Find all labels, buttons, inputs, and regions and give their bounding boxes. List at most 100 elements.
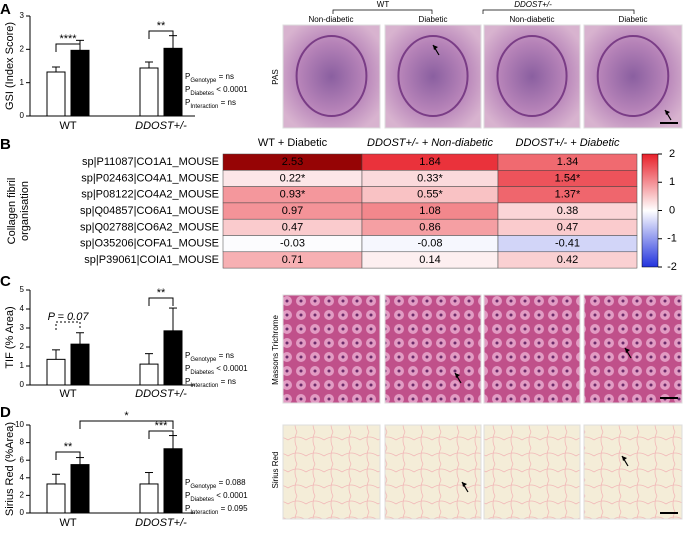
stat-part: Interaction (190, 104, 218, 110)
stat-part: P (185, 364, 190, 373)
arrowhead (455, 373, 460, 378)
cell-label: 0.42 (557, 254, 578, 266)
y-tick-label: 1 (20, 78, 25, 87)
arrowhead (462, 482, 467, 487)
cell-label: 1.84 (419, 156, 440, 168)
bar (46, 483, 66, 514)
stat-part: Diabetes (190, 370, 214, 376)
stain-label: PAS (271, 69, 280, 84)
column-label: DDOST+/- + Diabetic (516, 137, 620, 149)
significance-label: * (124, 410, 129, 422)
stat-part: Interaction (190, 510, 218, 516)
cell-label: 1.37* (555, 189, 581, 201)
significance-bracket (148, 30, 174, 39)
micrograph (282, 424, 381, 520)
stat-line: PDiabetes < 0.0001 (185, 85, 248, 96)
stat-part: Interaction (190, 383, 218, 389)
colorbar-label: 2 (669, 148, 675, 160)
column-label: DDOST+/- + Non-diabetic (367, 137, 493, 149)
heatmap-cell (497, 251, 638, 269)
stat-line: PGenotype = ns (185, 351, 234, 362)
arrowhead (433, 45, 438, 50)
panel-letter: C (0, 273, 11, 290)
y-tick-label: 0 (20, 111, 25, 120)
y-axis-label: GSI (Index Score) (4, 22, 16, 110)
row-label: sp|P08122|CO4A2_MOUSE (81, 189, 219, 201)
row-label: sp|Q02788|CO6A2_MOUSE (80, 221, 219, 233)
y-axis-label: organisation (19, 181, 31, 241)
row-label: sp|P02463|CO4A1_MOUSE (81, 172, 219, 184)
significance-bracket (148, 430, 174, 439)
cell-label: 0.38 (557, 205, 578, 217)
colorbar (641, 153, 659, 268)
colorbar-label: 0 (669, 204, 675, 216)
micrograph (282, 294, 381, 404)
significance-bracket (55, 321, 81, 330)
cell-label: 0.97 (282, 205, 303, 217)
stat-part: = ns (216, 72, 234, 81)
micrograph (583, 294, 683, 404)
colorbar-label: -2 (667, 261, 677, 273)
stat-part: Diabetes (190, 497, 214, 503)
y-tick-label: 3 (20, 323, 25, 332)
micrograph (483, 424, 581, 520)
stat-part: P (185, 491, 190, 500)
stat-part: P (185, 478, 190, 487)
cell-label: 0.55* (417, 189, 443, 201)
stat-line: PInteraction = ns (185, 98, 236, 109)
arrowhead (665, 110, 670, 115)
genotype-header: DDOST+/- (514, 0, 552, 9)
bar (139, 483, 159, 514)
stat-part: P (185, 85, 190, 94)
stat-part: = 0.095 (218, 504, 248, 513)
cell-label: 0.47 (282, 221, 303, 233)
stat-part: P (185, 351, 190, 360)
condition-header: Diabetic (619, 15, 648, 24)
cell-label: 1.34 (557, 156, 578, 168)
stat-part: Diabetes (190, 91, 214, 97)
y-tick-label: 0 (20, 508, 25, 517)
stat-part: Genotype (190, 484, 217, 490)
significance-label: *** (155, 420, 169, 432)
micrograph (384, 424, 482, 520)
bar (163, 330, 183, 386)
y-tick-label: 0 (20, 380, 25, 389)
bar (46, 71, 66, 117)
cell-label: 0.22* (280, 172, 306, 184)
stat-part: = 0.088 (216, 478, 246, 487)
stat-line: PDiabetes < 0.0001 (185, 364, 248, 375)
stat-part: P (185, 504, 190, 513)
micrograph (583, 424, 683, 520)
y-tick-label: 2 (20, 491, 25, 500)
y-tick-label: 2 (20, 44, 25, 53)
micrograph (483, 24, 581, 129)
bar (70, 343, 90, 386)
x-tick-label: WT (59, 120, 76, 132)
micrograph (282, 24, 381, 129)
significance-bracket (55, 43, 81, 52)
stat-part: P (185, 377, 190, 386)
x-tick-label: WT (59, 388, 76, 400)
y-tick-label: 8 (20, 438, 25, 447)
condition-header: Non-diabetic (309, 15, 354, 24)
y-tick-label: 6 (20, 455, 25, 464)
cell-label: 0.33* (417, 172, 443, 184)
stat-line: PDiabetes < 0.0001 (185, 491, 248, 502)
bar (163, 448, 183, 514)
stat-line: PInteraction = 0.095 (185, 504, 248, 515)
stat-part: = ns (216, 351, 234, 360)
stat-part: < 0.0001 (214, 85, 248, 94)
glomerulus (596, 35, 670, 117)
x-tick-label: DDOST+/- (135, 517, 187, 529)
colorbar-label: 1 (669, 176, 675, 188)
cell-label: 0.47 (557, 221, 578, 233)
row-label: sp|Q04857|CO6A1_MOUSE (80, 205, 219, 217)
y-axis-label: TIF (% Area) (4, 306, 16, 368)
cell-label: -0.08 (417, 238, 442, 250)
significance-label: ** (157, 287, 166, 299)
y-tick-label: 4 (20, 473, 25, 482)
row-label: sp|O35206|COFA1_MOUSE (80, 238, 219, 250)
panel-letter: A (0, 1, 11, 18)
y-tick-label: 3 (20, 11, 25, 20)
